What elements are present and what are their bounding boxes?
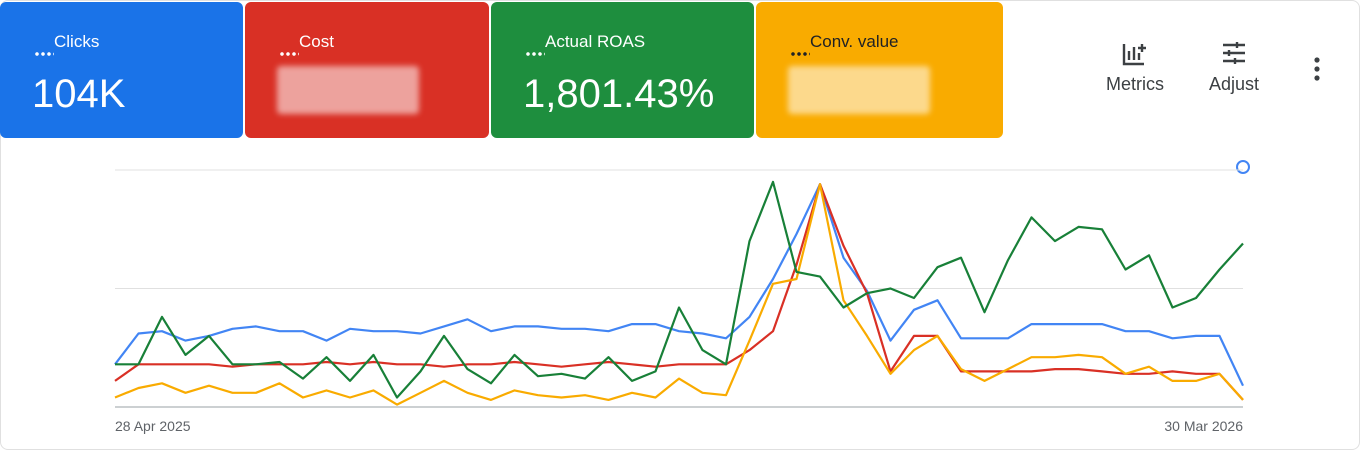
metric-value: 1,801.43%: [523, 72, 715, 116]
menu-dots: [279, 52, 299, 56]
adjust-icon: [1223, 42, 1245, 64]
metric-card[interactable]: Actual ROAS 1,801.43%: [491, 2, 754, 138]
series-line: [115, 180, 1244, 399]
menu-dots: [790, 52, 810, 56]
metric-card[interactable]: Conv. value: [756, 2, 1003, 138]
series-line: [114, 183, 1244, 406]
more-menu[interactable]: [1310, 56, 1324, 84]
metric-label: Clicks: [54, 32, 100, 51]
metric-value: 104K: [32, 72, 126, 116]
metric-card[interactable]: Clicks 104K: [0, 2, 243, 138]
hidden-value: [277, 66, 419, 114]
metrics-icon: [1122, 44, 1146, 66]
metric-label: Actual ROAS: [545, 32, 646, 51]
metrics-button[interactable]: Metrics: [1100, 40, 1170, 95]
metric-card[interactable]: Cost: [245, 2, 489, 138]
series-line: [114, 183, 1244, 401]
x-tick-label: 28 Apr 2025: [115, 418, 191, 434]
x-tick-label: 30 Mar 2026: [1164, 418, 1243, 434]
metric-label: Cost: [299, 32, 334, 51]
hidden-value: [788, 66, 930, 114]
menu-dots: [525, 52, 545, 56]
current-point-marker: [1236, 160, 1250, 174]
menu-dots: [34, 52, 54, 56]
metrics-label: Metrics: [1106, 74, 1164, 94]
metric-label: Conv. value: [810, 32, 899, 51]
adjust-label: Adjust: [1208, 74, 1260, 94]
line-chart: 28 Apr 2025 30 Mar 2026: [114, 160, 1250, 434]
adjust-button[interactable]: Adjust: [1200, 40, 1268, 95]
series-line: [114, 183, 1244, 387]
